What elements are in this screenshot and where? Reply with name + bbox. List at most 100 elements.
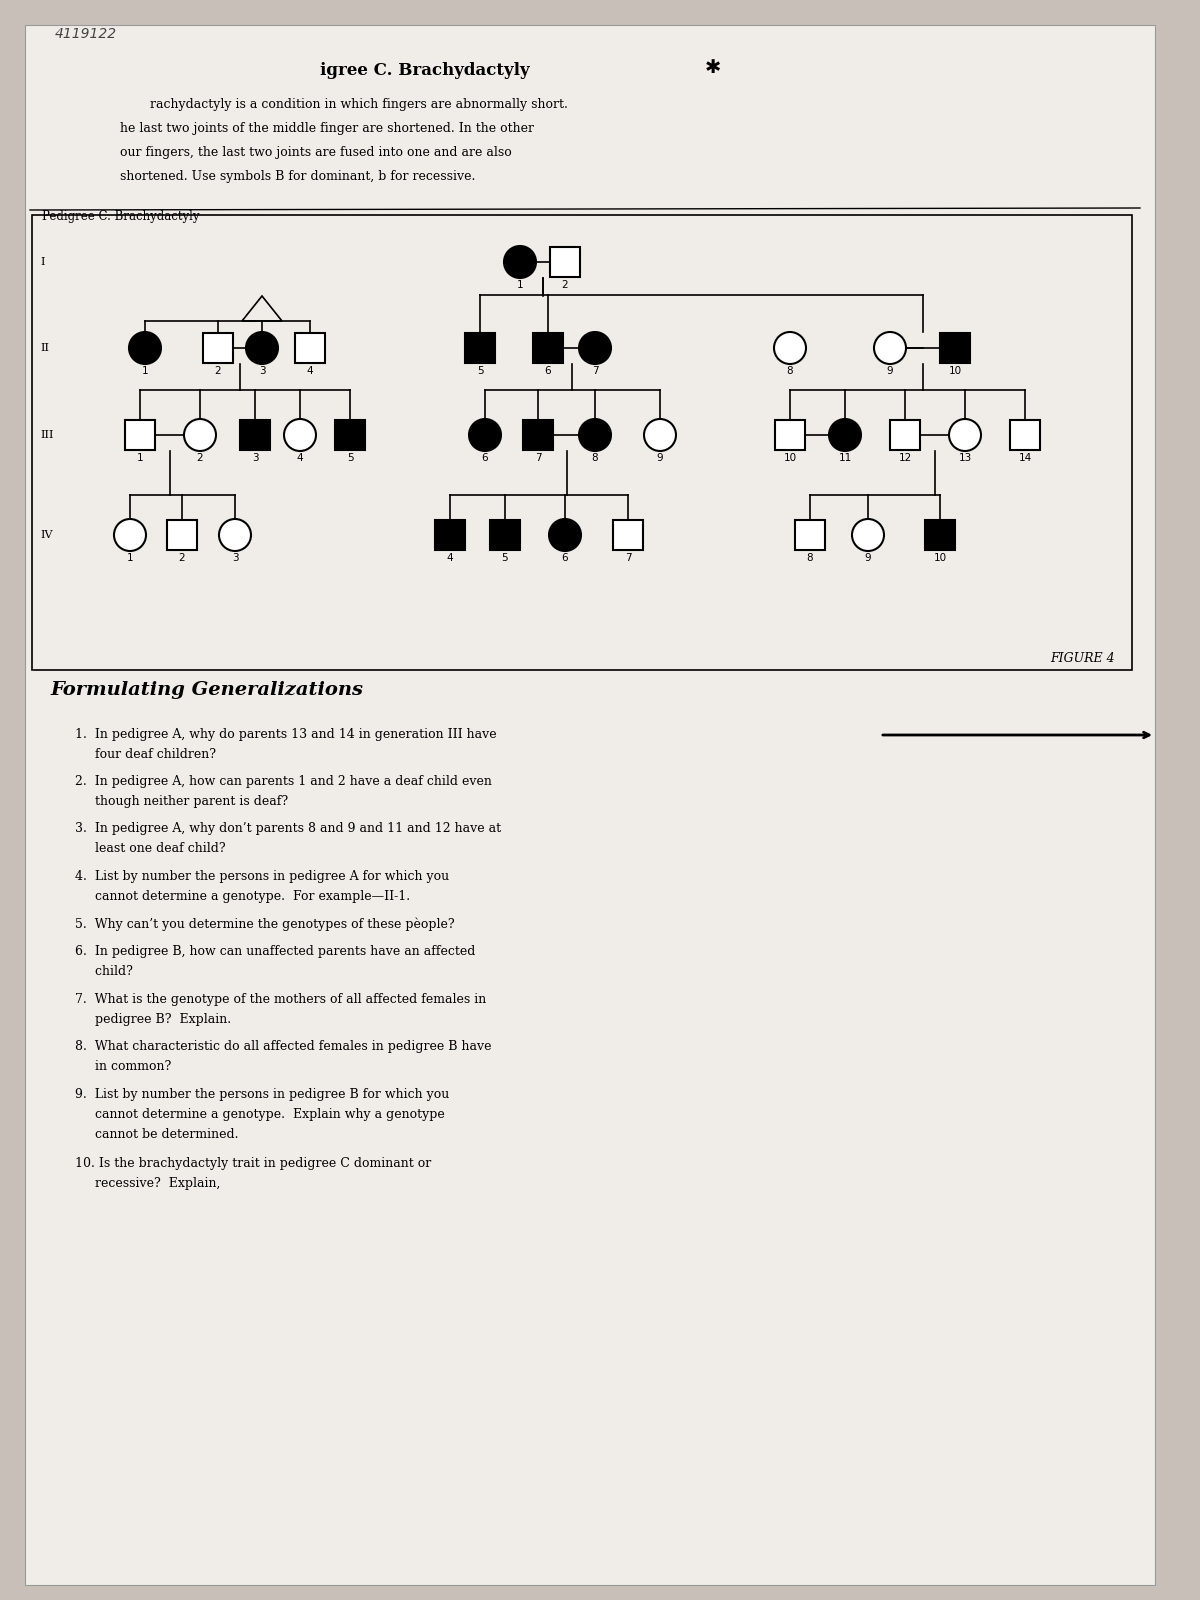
Text: 10: 10 xyxy=(948,366,961,376)
Text: in common?: in common? xyxy=(74,1059,172,1074)
Circle shape xyxy=(580,333,611,365)
Bar xyxy=(203,333,233,363)
Text: our fingers, the last two joints are fused into one and are also: our fingers, the last two joints are fus… xyxy=(120,146,511,158)
Bar xyxy=(295,333,325,363)
Circle shape xyxy=(580,419,611,451)
Text: 5.  Why can’t you determine the genotypes of these pèople?: 5. Why can’t you determine the genotypes… xyxy=(74,917,455,931)
Text: 4: 4 xyxy=(296,453,304,462)
Text: 6.  In pedigree B, how can unaffected parents have an affected: 6. In pedigree B, how can unaffected par… xyxy=(74,946,475,958)
Text: 1: 1 xyxy=(517,280,523,290)
Text: 9: 9 xyxy=(865,554,871,563)
Text: 11: 11 xyxy=(839,453,852,462)
Text: 4119122: 4119122 xyxy=(55,27,118,42)
Circle shape xyxy=(550,518,581,550)
Text: 14: 14 xyxy=(1019,453,1032,462)
Text: 7: 7 xyxy=(625,554,631,563)
Bar xyxy=(490,520,520,550)
Text: IV: IV xyxy=(40,530,53,541)
Bar xyxy=(613,520,643,550)
Text: 7: 7 xyxy=(535,453,541,462)
Circle shape xyxy=(246,333,278,365)
Circle shape xyxy=(114,518,146,550)
Text: pedigree B?  Explain.: pedigree B? Explain. xyxy=(74,1013,232,1026)
Bar xyxy=(890,419,920,450)
Text: cannot determine a genotype.  Explain why a genotype: cannot determine a genotype. Explain why… xyxy=(74,1107,445,1122)
Text: 13: 13 xyxy=(959,453,972,462)
Text: 3: 3 xyxy=(232,554,239,563)
Text: 1: 1 xyxy=(137,453,143,462)
Bar xyxy=(335,419,365,450)
Circle shape xyxy=(874,333,906,365)
Bar xyxy=(464,333,494,363)
Text: though neither parent is deaf?: though neither parent is deaf? xyxy=(74,795,288,808)
Bar xyxy=(1010,419,1040,450)
Bar xyxy=(434,520,464,550)
Circle shape xyxy=(184,419,216,451)
Text: 7: 7 xyxy=(592,366,599,376)
Bar xyxy=(533,333,563,363)
Text: shortened. Use symbols B for dominant, b for recessive.: shortened. Use symbols B for dominant, b… xyxy=(120,170,475,182)
Circle shape xyxy=(469,419,502,451)
Text: Formulating Generalizations: Formulating Generalizations xyxy=(50,682,364,699)
Text: 10: 10 xyxy=(784,453,797,462)
Text: 10. Is the brachydactyly trait in pedigree C dominant or: 10. Is the brachydactyly trait in pedigr… xyxy=(74,1157,431,1170)
FancyBboxPatch shape xyxy=(25,26,1154,1586)
Text: 1: 1 xyxy=(142,366,149,376)
Text: 8: 8 xyxy=(787,366,793,376)
Bar xyxy=(940,333,970,363)
Text: 5: 5 xyxy=(347,453,353,462)
Bar xyxy=(794,520,826,550)
Text: 1: 1 xyxy=(127,554,133,563)
Bar xyxy=(550,246,580,277)
Text: 6: 6 xyxy=(562,554,569,563)
Text: igree C. Brachydactyly: igree C. Brachydactyly xyxy=(320,62,529,78)
Text: child?: child? xyxy=(74,965,133,978)
Circle shape xyxy=(130,333,161,365)
Text: least one deaf child?: least one deaf child? xyxy=(74,842,226,854)
Text: Pedigree C. Brachydactyly: Pedigree C. Brachydactyly xyxy=(42,210,199,222)
Text: 1.  In pedigree A, why do parents 13 and 14 in generation III have: 1. In pedigree A, why do parents 13 and … xyxy=(74,728,497,741)
Text: 6: 6 xyxy=(481,453,488,462)
Text: 5: 5 xyxy=(476,366,484,376)
Bar xyxy=(925,520,955,550)
Text: 6: 6 xyxy=(545,366,551,376)
Text: 8.  What characteristic do all affected females in pedigree B have: 8. What characteristic do all affected f… xyxy=(74,1040,492,1053)
Text: cannot be determined.: cannot be determined. xyxy=(74,1128,239,1141)
Text: 12: 12 xyxy=(899,453,912,462)
Text: cannot determine a genotype.  For example—II-1.: cannot determine a genotype. For example… xyxy=(74,890,410,902)
Text: 2: 2 xyxy=(179,554,185,563)
Circle shape xyxy=(220,518,251,550)
Text: recessive?  Explain,: recessive? Explain, xyxy=(74,1178,221,1190)
Bar xyxy=(775,419,805,450)
Text: 3.  In pedigree A, why don’t parents 8 and 9 and 11 and 12 have at: 3. In pedigree A, why don’t parents 8 an… xyxy=(74,822,502,835)
Text: FIGURE 4: FIGURE 4 xyxy=(1050,651,1115,666)
Circle shape xyxy=(829,419,860,451)
Text: 4: 4 xyxy=(307,366,313,376)
Circle shape xyxy=(644,419,676,451)
Text: he last two joints of the middle finger are shortened. In the other: he last two joints of the middle finger … xyxy=(120,122,534,134)
Text: 8: 8 xyxy=(806,554,814,563)
Text: 9: 9 xyxy=(656,453,664,462)
Bar xyxy=(167,520,197,550)
Bar xyxy=(523,419,553,450)
Circle shape xyxy=(852,518,884,550)
Circle shape xyxy=(774,333,806,365)
Text: 4: 4 xyxy=(446,554,454,563)
Text: 2: 2 xyxy=(215,366,221,376)
Text: 10: 10 xyxy=(934,554,947,563)
Bar xyxy=(125,419,155,450)
Text: 2: 2 xyxy=(197,453,203,462)
Text: 3: 3 xyxy=(252,453,258,462)
Text: 4.  List by number the persons in pedigree A for which you: 4. List by number the persons in pedigre… xyxy=(74,870,449,883)
Text: ✱: ✱ xyxy=(706,58,721,77)
Circle shape xyxy=(949,419,982,451)
Text: II: II xyxy=(40,342,49,354)
Text: 2.  In pedigree A, how can parents 1 and 2 have a deaf child even: 2. In pedigree A, how can parents 1 and … xyxy=(74,774,492,787)
Text: 3: 3 xyxy=(259,366,265,376)
Text: 9: 9 xyxy=(887,366,893,376)
Text: 7.  What is the genotype of the mothers of all affected females in: 7. What is the genotype of the mothers o… xyxy=(74,994,486,1006)
Text: 8: 8 xyxy=(592,453,599,462)
Circle shape xyxy=(284,419,316,451)
Text: 5: 5 xyxy=(502,554,509,563)
Text: I: I xyxy=(40,258,44,267)
